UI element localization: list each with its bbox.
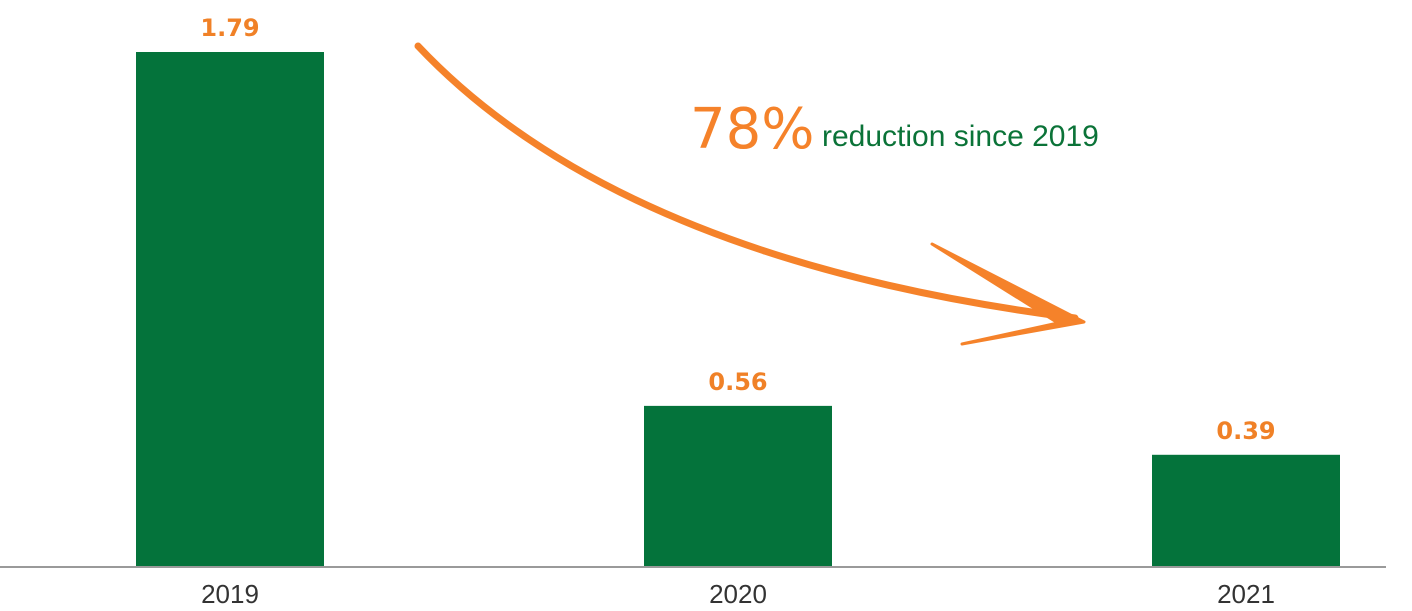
reduction-caption: reduction since 2019 [822,120,1099,153]
reduction-annotation: 78% reduction since 2019 [414,42,1099,346]
bar-2021 [1152,454,1340,567]
reduction-percent: 78% [690,97,814,162]
x-tick-label-2019: 2019 [201,579,259,609]
reduction-arrow-head [930,242,1086,346]
bar-2020 [644,405,832,567]
bars-layer [136,52,1340,567]
x-tick-label-2020: 2020 [709,579,767,609]
value-labels-layer: 1.79 0.56 0.39 [200,14,1275,445]
bar-value-label-2019: 1.79 [200,14,259,42]
bar-value-label-2021: 0.39 [1216,417,1275,445]
bar-2019 [136,52,324,567]
tick-labels-layer: 2019 2020 2021 [201,579,1275,609]
bar-value-label-2020: 0.56 [708,368,767,396]
reduction-arrow-curve [414,42,1079,322]
x-tick-label-2021: 2021 [1217,579,1275,609]
